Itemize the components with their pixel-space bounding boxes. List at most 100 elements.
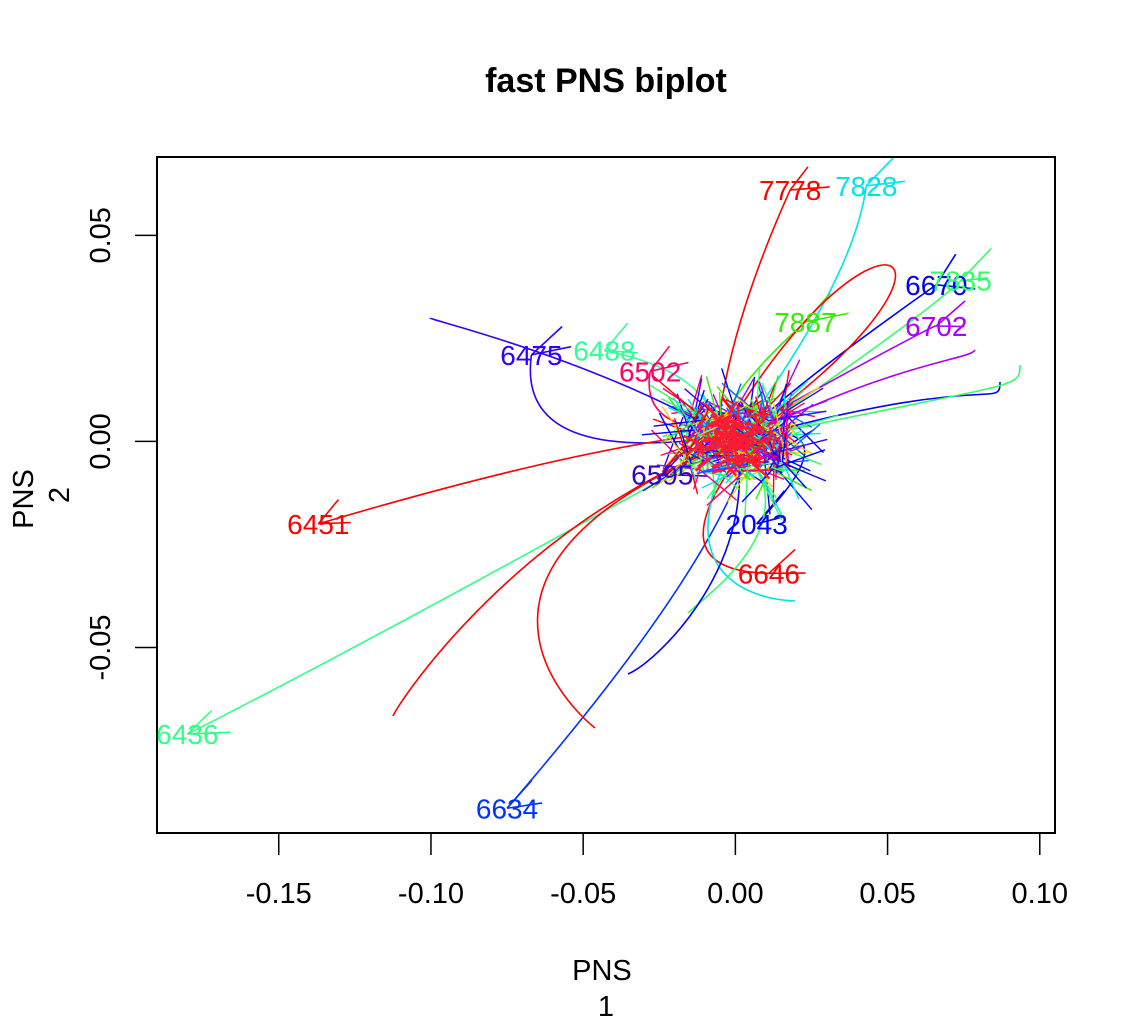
cluster-stroke — [758, 414, 767, 425]
cluster-stroke — [719, 447, 734, 461]
cluster-stroke — [706, 431, 711, 442]
cluster-stroke — [688, 437, 707, 455]
cluster-stroke — [761, 382, 776, 418]
cluster-stroke — [714, 413, 733, 425]
cluster-stroke — [785, 414, 839, 432]
cluster-stroke — [726, 459, 732, 467]
cluster-stroke — [738, 444, 753, 459]
point-label: 7835 — [929, 266, 991, 297]
cluster-stroke — [713, 429, 733, 439]
point-label: 6475 — [500, 340, 562, 371]
cluster-stroke — [668, 463, 694, 482]
x-tick-label: -0.15 — [246, 878, 312, 910]
cluster-stroke — [690, 447, 738, 454]
arrow-stroke — [649, 345, 671, 372]
arrow-stroke — [756, 515, 785, 525]
cluster-stroke — [709, 440, 730, 446]
cluster-stroke — [772, 427, 804, 456]
trajectory-curve — [536, 440, 736, 729]
x-axis: -0.15 -0.10 -0.05 0.00 0.05 0.10 — [246, 832, 1068, 910]
arrow-stroke — [604, 349, 638, 354]
cluster-stroke — [726, 463, 738, 474]
cluster-stroke — [673, 418, 689, 461]
point-label: 6451 — [287, 509, 349, 540]
cluster-stroke — [782, 411, 824, 454]
point-label: 7828 — [835, 171, 897, 202]
arrow-stroke — [866, 180, 906, 187]
arrow-stroke — [936, 283, 976, 290]
x-axis-title-line1: PNS — [572, 955, 632, 987]
cluster-stroke — [679, 429, 693, 465]
cluster-stroke — [668, 397, 687, 421]
cluster-stroke — [696, 445, 716, 449]
point-label: 7778 — [759, 175, 821, 206]
cluster-stroke — [726, 378, 755, 426]
point-label: 6646 — [738, 558, 800, 589]
cluster-stroke — [760, 442, 766, 448]
trajectory-curve — [392, 440, 736, 717]
point-label: 7887 — [774, 307, 836, 338]
x-axis-title-line2: 1 — [598, 991, 614, 1023]
cluster-stroke — [728, 455, 741, 462]
arrow-stroke — [506, 779, 533, 809]
cluster-stroke — [782, 387, 824, 414]
trajectory-curve — [724, 264, 897, 443]
cluster-stroke — [767, 472, 785, 480]
x-tick-label: 0.10 — [1012, 878, 1068, 910]
cluster-stroke — [771, 466, 785, 473]
cluster-stroke — [727, 400, 738, 416]
y-axis-title-line2: 2 — [44, 487, 76, 503]
cluster-stroke — [785, 463, 827, 482]
cluster-stroke — [686, 375, 703, 424]
cluster-stroke — [781, 432, 787, 463]
cluster-stroke — [753, 415, 761, 423]
cluster-stroke — [741, 468, 774, 503]
cluster-stroke — [772, 439, 776, 450]
cluster-stroke — [714, 443, 727, 450]
arrow-stroke — [531, 345, 572, 356]
cluster-stroke — [703, 402, 719, 419]
cluster-stroke — [736, 443, 750, 448]
cluster-stroke — [713, 434, 720, 439]
arrow-stroke — [756, 490, 786, 525]
point-label: 6595 — [631, 459, 693, 490]
cluster-stroke — [775, 383, 788, 418]
point-label: 6502 — [619, 356, 681, 387]
cluster-stroke — [769, 430, 781, 444]
cluster-stroke — [751, 462, 771, 480]
cluster-stroke — [756, 468, 783, 515]
y-axis-title: PNS 2 — [8, 461, 76, 529]
cluster-stroke — [649, 384, 697, 415]
cluster-stroke — [754, 462, 760, 469]
arrow-stroke — [649, 361, 689, 373]
cluster-stroke — [652, 418, 691, 433]
cluster-stroke — [726, 465, 738, 477]
cluster-stroke — [779, 391, 793, 435]
cluster-stroke — [744, 459, 764, 464]
y-tick-label: 0.05 — [85, 207, 117, 263]
cluster-stroke — [732, 469, 773, 472]
x-tick-label: -0.10 — [398, 878, 464, 910]
cluster-stroke — [755, 473, 769, 500]
cluster-stroke — [767, 402, 794, 425]
cluster-stroke — [743, 469, 749, 524]
arrow-stroke — [317, 499, 340, 525]
cluster-stroke — [750, 444, 762, 456]
cluster-stroke — [736, 406, 740, 421]
arrow-stroke — [187, 731, 231, 735]
cluster-stroke — [687, 456, 697, 481]
cluster-stroke — [696, 443, 705, 457]
cluster-stroke — [745, 408, 750, 417]
cluster-stroke — [730, 435, 745, 447]
cluster-stroke — [697, 467, 738, 501]
cluster-stroke — [717, 448, 751, 481]
point-label: 6670 — [905, 270, 967, 301]
trajectory-curve — [187, 441, 730, 735]
cluster-stroke — [744, 407, 773, 417]
x-tick-label: 0.00 — [707, 878, 763, 910]
cluster-stroke — [659, 445, 699, 484]
cluster-stroke — [744, 438, 758, 452]
cluster-stroke — [732, 428, 736, 441]
